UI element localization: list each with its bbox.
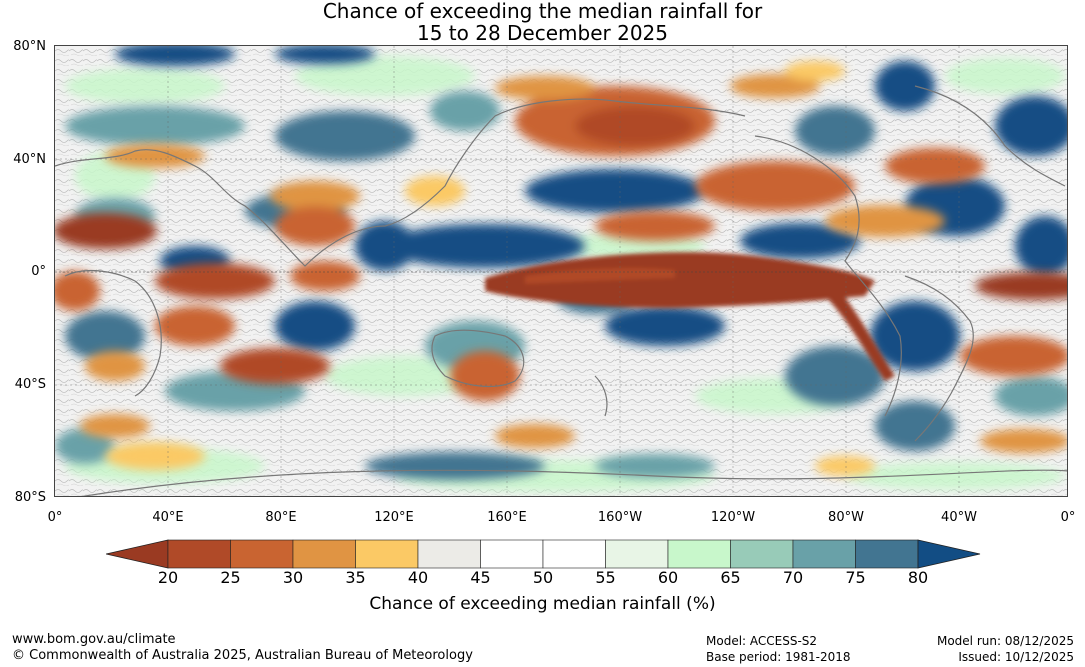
lon-label-80w: 80°W xyxy=(828,510,864,525)
colorbar-tick-label: 60 xyxy=(657,568,679,587)
colorbar-label: Chance of exceeding median rainfall (%) xyxy=(369,594,716,614)
colorbar-cell xyxy=(480,539,544,569)
footer-left: www.bom.gov.au/climate © Commonwealth of… xyxy=(12,632,473,664)
rainfall-probability-map xyxy=(54,45,1068,497)
colorbar-cell xyxy=(542,539,606,569)
lon-label-120w: 120°W xyxy=(710,510,756,525)
lon-label-160e: 160°E xyxy=(487,510,527,525)
colorbar-tick-label: 70 xyxy=(782,568,804,587)
colorbar-tick-label: 25 xyxy=(220,568,241,587)
title-line-1: Chance of exceeding the median rainfall … xyxy=(322,0,763,23)
colorbar-tick-label: 55 xyxy=(595,568,616,587)
colorbar-cell xyxy=(730,539,794,569)
issued-date: Issued: 10/12/2025 xyxy=(958,650,1074,664)
lon-label-0-east: 0° xyxy=(1060,510,1076,525)
lat-label-40n: 40°N xyxy=(13,152,46,167)
lat-label-80n: 80°N xyxy=(13,39,46,54)
copyright-text: © Commonwealth of Australia 2025, Austra… xyxy=(12,648,473,663)
colorbar-tick-label: 80 xyxy=(907,568,929,587)
lat-label-equator: 0° xyxy=(31,264,46,279)
colorbar-tick-label: 45 xyxy=(470,568,491,587)
lon-label-40w: 40°W xyxy=(941,510,977,525)
lon-label-40e: 40°E xyxy=(152,510,184,525)
colorbar-tick-label: 20 xyxy=(157,568,179,587)
lat-label-80s: 80°S xyxy=(14,490,46,505)
colorbar xyxy=(106,539,981,569)
colorbar-tick-label: 35 xyxy=(345,568,366,587)
colorbar-tick-label: 30 xyxy=(282,568,304,587)
colorbar-tick-label: 65 xyxy=(720,568,741,587)
colorbar-cell xyxy=(667,539,731,569)
colorbar-cell xyxy=(605,539,669,569)
model-name: Model: ACCESS-S2 xyxy=(706,634,818,648)
colorbar-tick-label: 40 xyxy=(407,568,429,587)
lat-label-40s: 40°S xyxy=(14,377,46,392)
website-link[interactable]: www.bom.gov.au/climate xyxy=(12,632,176,647)
footer-model-info: Model: ACCESS-S2 Base period: 1981-2018 xyxy=(706,633,851,665)
colorbar-cell xyxy=(855,539,919,569)
colorbar-cell xyxy=(792,539,856,569)
colorbar-cell xyxy=(417,539,481,569)
colorbar-over-arrow xyxy=(917,539,981,569)
map-canvas xyxy=(55,46,1067,496)
equatorial-dry-band xyxy=(485,252,895,381)
title-line-2: 15 to 28 December 2025 xyxy=(416,21,668,45)
map-title: Chance of exceeding the median rainfall … xyxy=(0,0,1085,44)
map-gridlines xyxy=(55,46,1067,496)
model-run-date: Model run: 08/12/2025 xyxy=(936,634,1074,648)
colorbar-tick-label: 50 xyxy=(532,568,554,587)
lon-label-0: 0° xyxy=(47,510,63,525)
lon-label-80e: 80°E xyxy=(265,510,297,525)
coastlines xyxy=(55,85,1067,496)
colorbar-cell xyxy=(355,539,419,569)
colorbar-cell xyxy=(230,539,294,569)
lon-label-120e: 120°E xyxy=(374,510,414,525)
dry-zones xyxy=(55,61,1067,476)
base-period: Base period: 1981-2018 xyxy=(706,650,851,664)
colorbar-cell xyxy=(292,539,356,569)
colorbar-under-arrow xyxy=(106,539,169,569)
colorbar-cell xyxy=(167,539,231,569)
footer-dates: Model run: 08/12/2025 Issued: 10/12/2025 xyxy=(937,633,1074,665)
lon-label-160w: 160°W xyxy=(597,510,643,525)
colorbar-tick-label: 75 xyxy=(845,568,866,587)
